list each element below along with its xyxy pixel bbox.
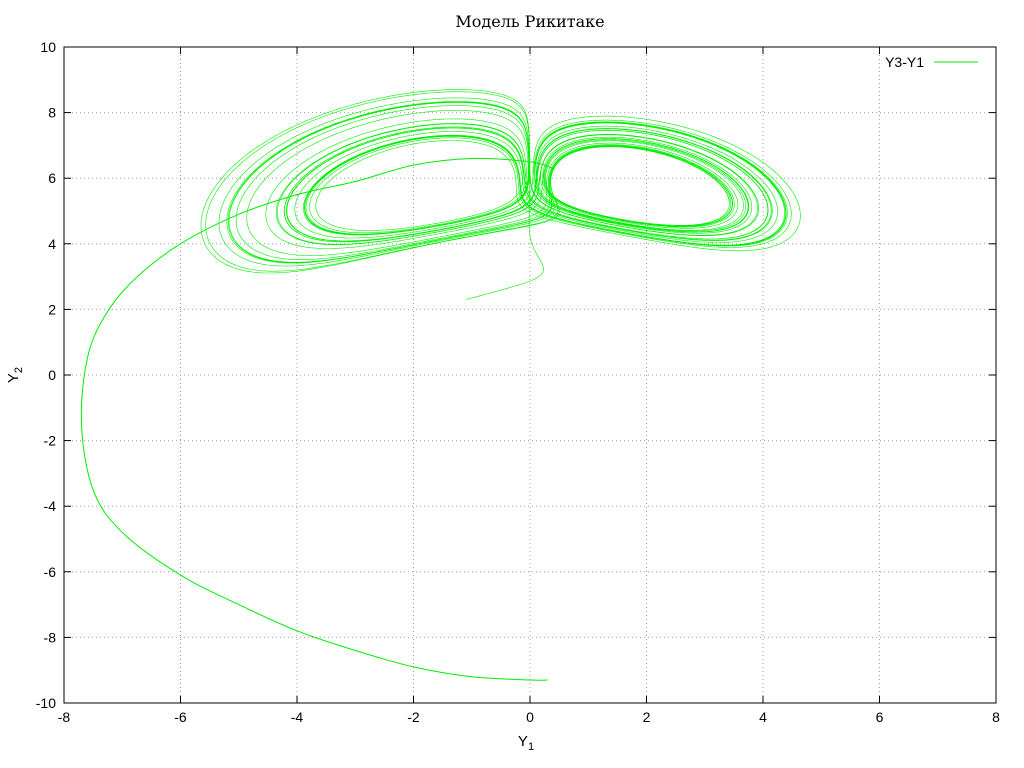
y-tick-label: -8	[44, 629, 57, 645]
x-tick-label: 4	[759, 709, 767, 725]
y-tick-label: 2	[48, 301, 56, 317]
y-tick-label: -6	[44, 564, 57, 580]
y-tick-label: -2	[44, 433, 57, 449]
x-tick-label: 0	[526, 709, 534, 725]
x-tick-label: -8	[58, 709, 71, 725]
y-tick-label: -10	[36, 695, 56, 711]
x-tick-label: -6	[174, 709, 187, 725]
x-tick-label: -2	[407, 709, 420, 725]
y-tick-label: 10	[40, 39, 56, 55]
y-axis-label: Y2	[5, 367, 25, 383]
chart-title: Модель Рикитаке	[455, 12, 604, 31]
grid	[64, 47, 996, 703]
x-axis-label-subscript: 1	[528, 741, 534, 753]
x-tick-label: 2	[643, 709, 651, 725]
y-tick-label: 6	[48, 170, 56, 186]
y-tick-label: -4	[44, 498, 57, 514]
y-tick-label: 0	[48, 367, 56, 383]
x-tick-label: 8	[992, 709, 1000, 725]
x-axis-label-main: Y	[518, 733, 528, 750]
series-line-attractor	[200, 89, 801, 300]
x-axis-label: Y1	[518, 733, 534, 753]
y-tick-label: 4	[48, 236, 56, 252]
x-tick-label: 6	[876, 709, 884, 725]
legend: Y3-Y1	[885, 54, 978, 70]
x-tick-label: -4	[291, 709, 304, 725]
series-line-transient	[80, 157, 554, 681]
legend-label: Y3-Y1	[885, 54, 924, 70]
y-axis-label-main: Y	[5, 373, 22, 383]
trajectory	[80, 89, 801, 681]
y-axis-label-subscript: 2	[13, 367, 25, 373]
y-tick-label: 8	[48, 105, 56, 121]
